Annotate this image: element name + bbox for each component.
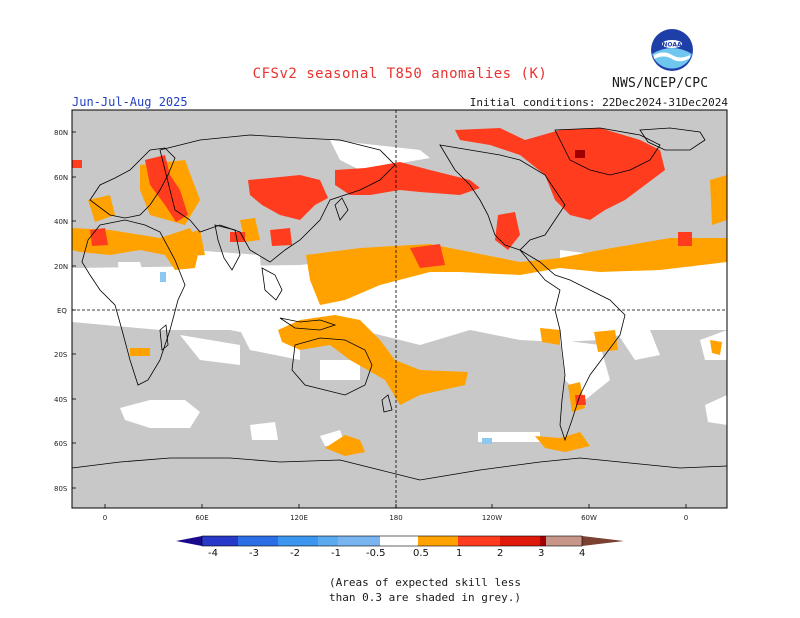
lon-label: 120W [482, 514, 502, 522]
colorbar-label: 0.5 [413, 548, 429, 559]
lon-label: 120E [290, 514, 308, 522]
anomaly-fields [72, 127, 727, 481]
lon-label: 60E [195, 514, 208, 522]
colorbar: -4 -3 -2 -1 -0.5 0.5 1 2 3 4 [176, 535, 624, 559]
noaa-logo-icon: NOAA [651, 29, 693, 71]
lat-labels: 80N 60N 40N 20N EQ 20S 40S 60S 80S [54, 129, 68, 493]
map-frame [71, 109, 728, 509]
footnote-line-2: than 0.3 are shaded in grey.) [328, 591, 522, 604]
colorbar-cell [546, 536, 582, 546]
agency-label: NWS/NCEP/CPC [612, 76, 709, 91]
colorbar-label: 4 [579, 548, 585, 559]
colorbar-label: -4 [208, 548, 218, 559]
lat-label: 20S [54, 351, 68, 359]
colorbar-cell [500, 536, 540, 546]
colorbar-arrow-right [582, 536, 624, 546]
lat-label: 60S [54, 440, 68, 448]
lon-label: 60W [581, 514, 597, 522]
lat-label: EQ [57, 307, 67, 315]
axis-ticks [72, 131, 687, 508]
colorbar-label: 3 [538, 548, 544, 559]
footnote-line-1: (Areas of expected skill less [328, 576, 522, 589]
colorbar-label: -0.5 [366, 548, 386, 559]
colorbar-cell [202, 536, 238, 546]
lon-labels: 0 60E 120E 180 120W 60W 0 [103, 514, 688, 522]
colorbar-cell [458, 536, 500, 546]
colorbar-label: -3 [249, 548, 259, 559]
colorbar-cell [338, 536, 380, 546]
lat-label: 20N [54, 263, 68, 271]
colorbar-cell [418, 536, 458, 546]
colorbar-label: -1 [331, 548, 341, 559]
colorbar-arrow-left [176, 536, 202, 546]
coastlines [72, 127, 727, 481]
anomaly-darkred [575, 150, 585, 158]
lon-label: 0 [103, 514, 107, 522]
lon-label: 180 [389, 514, 402, 522]
lon-label: 0 [684, 514, 688, 522]
anomaly-red [72, 128, 692, 405]
map-title: CFSv2 seasonal T850 anomalies (K) [252, 66, 548, 82]
lat-label: 80S [54, 485, 68, 493]
colorbar-label: -2 [290, 548, 300, 559]
lat-label: 60N [54, 174, 68, 182]
colorbar-cell [238, 536, 278, 546]
colorbar-label: 2 [497, 548, 503, 559]
initial-conditions-label: Initial conditions: 22Dec2024-31Dec2024 [469, 96, 728, 109]
colorbar-cell [278, 536, 318, 546]
lat-label: 80N [54, 129, 68, 137]
lat-label: 40S [54, 396, 68, 404]
colorbar-label: 1 [456, 548, 462, 559]
colorbar-cell [380, 536, 418, 546]
svg-text:NOAA: NOAA [662, 42, 682, 49]
season-label: Jun-Jul-Aug 2025 [72, 95, 188, 109]
lat-label: 40N [54, 218, 68, 226]
